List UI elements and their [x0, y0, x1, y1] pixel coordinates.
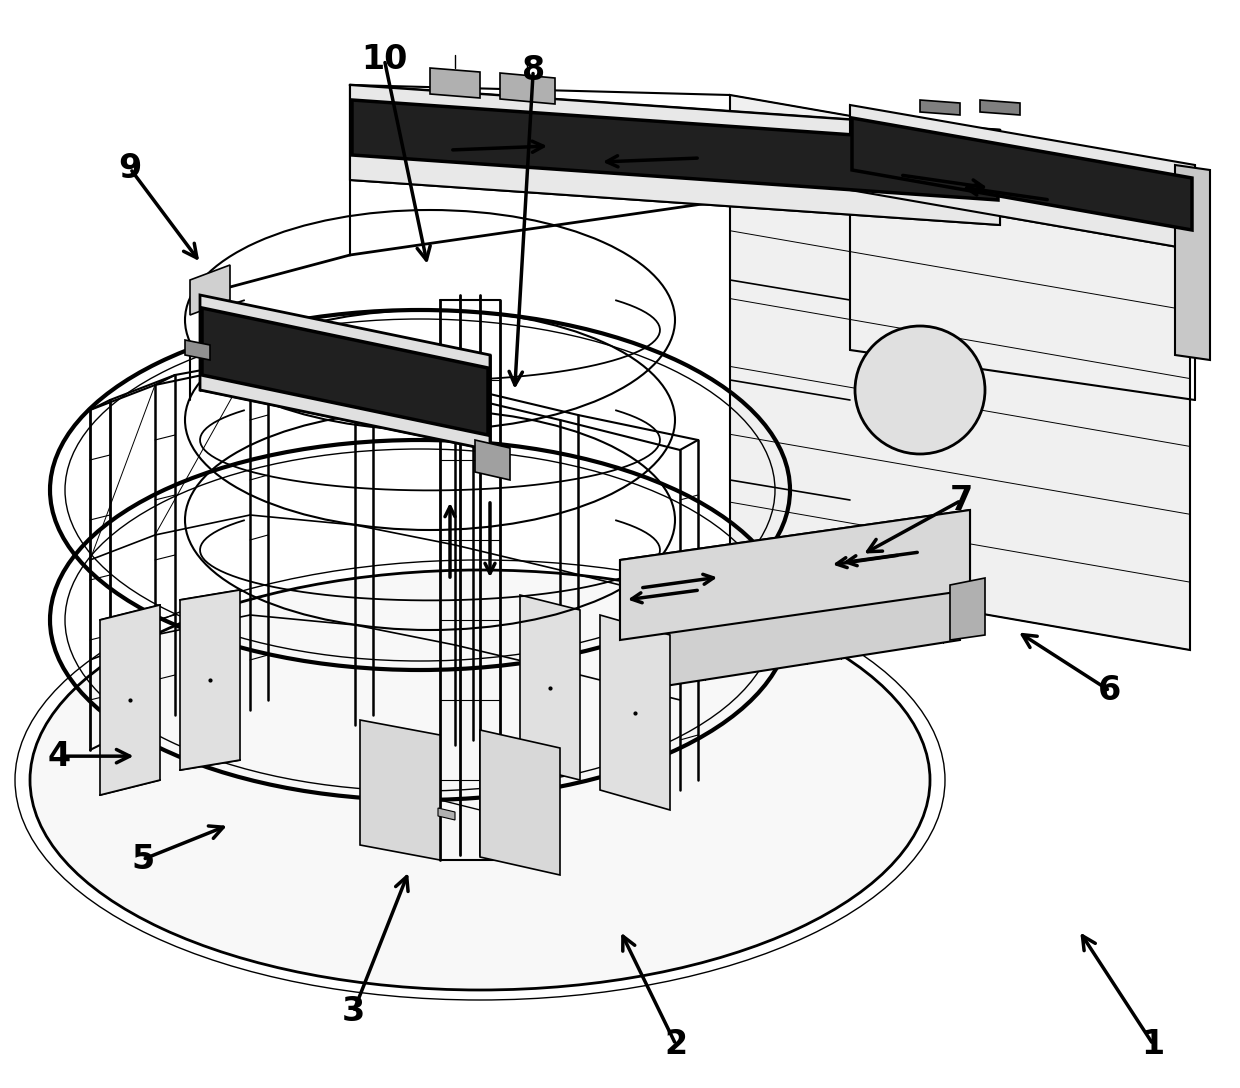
Polygon shape — [190, 265, 229, 316]
Text: 2: 2 — [665, 1028, 687, 1061]
Text: 8: 8 — [522, 54, 544, 87]
Polygon shape — [480, 730, 560, 875]
Text: 5: 5 — [131, 843, 154, 876]
Ellipse shape — [856, 326, 985, 454]
Polygon shape — [600, 615, 670, 809]
Polygon shape — [185, 339, 210, 360]
Polygon shape — [920, 100, 960, 115]
Polygon shape — [350, 85, 999, 225]
Polygon shape — [620, 585, 960, 693]
Polygon shape — [180, 590, 241, 770]
Text: 9: 9 — [119, 152, 141, 185]
Polygon shape — [790, 165, 815, 185]
Polygon shape — [849, 106, 1195, 250]
Polygon shape — [520, 595, 580, 780]
Ellipse shape — [30, 570, 930, 990]
Text: 1: 1 — [1142, 1028, 1164, 1061]
Polygon shape — [475, 440, 510, 480]
Polygon shape — [100, 605, 160, 795]
Polygon shape — [438, 808, 455, 820]
Polygon shape — [755, 160, 780, 180]
Polygon shape — [202, 308, 489, 435]
Polygon shape — [200, 295, 490, 450]
Polygon shape — [500, 73, 556, 104]
Text: 7: 7 — [950, 484, 972, 517]
Text: 10: 10 — [361, 44, 408, 76]
Polygon shape — [950, 578, 985, 640]
Polygon shape — [360, 720, 440, 860]
Polygon shape — [430, 67, 480, 98]
Text: 4: 4 — [48, 740, 71, 772]
Polygon shape — [852, 118, 1192, 230]
Text: 6: 6 — [1099, 675, 1121, 707]
Polygon shape — [620, 510, 970, 640]
Polygon shape — [1176, 165, 1210, 360]
Text: 3: 3 — [342, 996, 365, 1028]
Polygon shape — [980, 100, 1021, 115]
Polygon shape — [820, 168, 844, 188]
Polygon shape — [730, 95, 1190, 650]
Polygon shape — [352, 100, 998, 200]
